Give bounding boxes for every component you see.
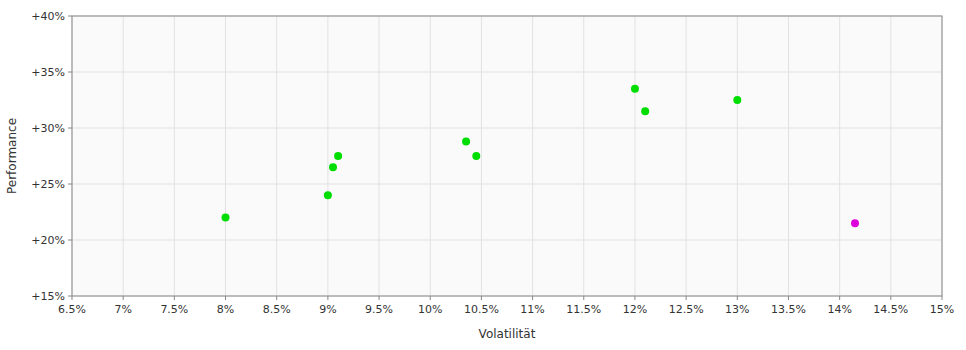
grid-line-x xyxy=(174,16,175,296)
plot-frame xyxy=(72,16,942,296)
point xyxy=(329,163,337,171)
tick-x xyxy=(583,296,584,300)
tick-x xyxy=(890,296,891,300)
tick-x xyxy=(379,296,380,300)
tick-label-x: 9.5% xyxy=(365,303,393,316)
data xyxy=(222,85,859,227)
plot-area xyxy=(72,16,942,296)
grid-line-x xyxy=(327,16,328,296)
tick-label-x: 12% xyxy=(623,303,647,316)
point xyxy=(334,152,342,160)
grid-line-y xyxy=(72,184,942,185)
tick-label-x: 7% xyxy=(114,303,131,316)
grid-line-x xyxy=(583,16,584,296)
tick-label-y: +15% xyxy=(31,290,65,303)
tick-y xyxy=(68,296,72,297)
grid-line-x xyxy=(788,16,789,296)
series xyxy=(851,219,859,227)
grid-line-x xyxy=(839,16,840,296)
tick-y xyxy=(68,16,72,17)
grid-line-x xyxy=(123,16,124,296)
tick-label-x: 11.5% xyxy=(566,303,601,316)
tick-x xyxy=(72,296,73,300)
tick-label-x: 10.5% xyxy=(464,303,499,316)
point xyxy=(472,152,480,160)
tick-label-y: +30% xyxy=(31,122,65,135)
tick-x xyxy=(532,296,533,300)
tick-label-x: 12.5% xyxy=(669,303,704,316)
tick-label-y: +25% xyxy=(31,178,65,191)
tick-x xyxy=(123,296,124,300)
point xyxy=(641,107,649,115)
grid-line-y xyxy=(72,128,942,129)
tick-label-x: 14.5% xyxy=(873,303,908,316)
grid-line-x xyxy=(890,16,891,296)
tick-x xyxy=(839,296,840,300)
page: {"chart_data": {"type": "scatter", "xlab… xyxy=(0,0,966,350)
tick-x xyxy=(327,296,328,300)
tick-x xyxy=(737,296,738,300)
tick-x xyxy=(634,296,635,300)
tick-x xyxy=(225,296,226,300)
y-axis-label: Performance xyxy=(5,118,19,194)
point xyxy=(462,137,470,145)
grid-line-x xyxy=(737,16,738,296)
grid-line-y xyxy=(72,72,942,73)
tick-label-x: 8.5% xyxy=(263,303,291,316)
tick-x xyxy=(174,296,175,300)
tick-label-x: 13.5% xyxy=(771,303,806,316)
point xyxy=(631,85,639,93)
tick-label-x: 14% xyxy=(827,303,851,316)
tick-label-x: 10% xyxy=(418,303,442,316)
tick-y xyxy=(68,72,72,73)
x-axis-label: Volatilität xyxy=(479,327,536,341)
tick-x xyxy=(276,296,277,300)
tick-x xyxy=(686,296,687,300)
grid-line-x xyxy=(481,16,482,296)
tick-x xyxy=(481,296,482,300)
point xyxy=(733,96,741,104)
grid xyxy=(72,16,942,296)
tick-y xyxy=(68,128,72,129)
tick-label-y: +40% xyxy=(31,10,65,23)
grid-line-x xyxy=(225,16,226,296)
tick-y xyxy=(68,184,72,185)
tick-label-x: 15% xyxy=(930,303,954,316)
point xyxy=(851,219,859,227)
tick-label-y: +20% xyxy=(31,234,65,247)
tick-label-x: 9% xyxy=(319,303,336,316)
tick-x xyxy=(430,296,431,300)
tick-x xyxy=(942,296,943,300)
grid-line-x xyxy=(634,16,635,296)
grid-line-x xyxy=(276,16,277,296)
grid-line-x xyxy=(430,16,431,296)
grid-line-y xyxy=(72,240,942,241)
tick-label-x: 7.5% xyxy=(160,303,188,316)
tick-label-x: 6.5% xyxy=(58,303,86,316)
tick-label-y: +35% xyxy=(31,66,65,79)
chart: 6.5% 7% 7.5% 8% 8.5% 9% 9.5% 10% 10.5% 11% 11.5% 12… xyxy=(0,0,966,350)
grid-line-x xyxy=(379,16,380,296)
point xyxy=(324,191,332,199)
tick-y xyxy=(68,240,72,241)
grid-line-x xyxy=(532,16,533,296)
tick-label-x: 13% xyxy=(725,303,749,316)
series xyxy=(222,85,742,222)
tick-x xyxy=(788,296,789,300)
grid-line-x xyxy=(686,16,687,296)
point xyxy=(222,214,230,222)
tick-label-x: 11% xyxy=(520,303,544,316)
tick-label-x: 8% xyxy=(217,303,234,316)
axes: 6.5% 7% 7.5% 8% 8.5% 9% 9.5% 10% 10.5% 11% 11.5% 12… xyxy=(31,10,954,316)
